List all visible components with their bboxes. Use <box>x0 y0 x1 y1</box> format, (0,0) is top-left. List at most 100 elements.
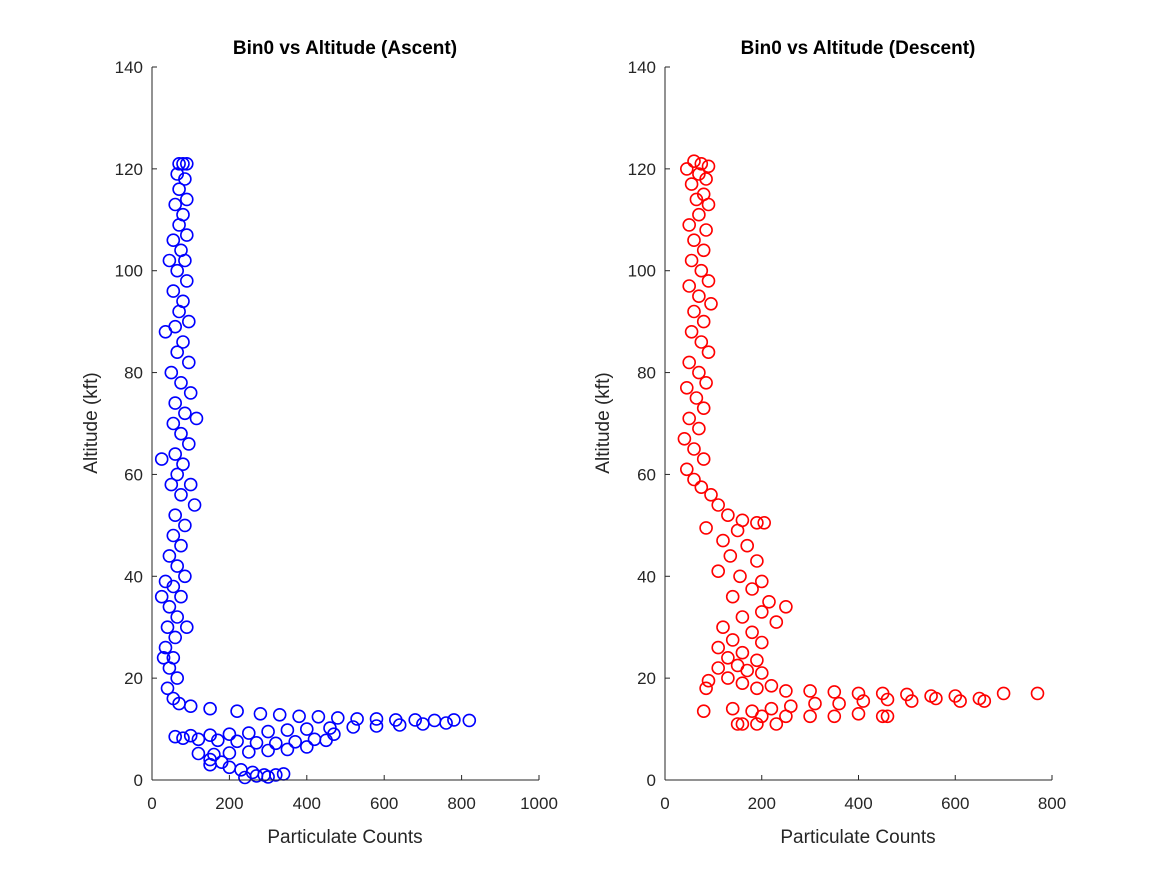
descent-data-point <box>701 274 716 288</box>
ascent-data-markers <box>154 157 477 785</box>
ascent-y-tick-label: 100 <box>115 262 143 281</box>
ascent-data-point <box>180 274 194 288</box>
descent-y-tick-label: 40 <box>637 567 656 586</box>
ascent-data-point <box>158 324 173 339</box>
ascent-y-tick-label: 20 <box>124 669 143 688</box>
ascent-data-point <box>261 724 275 739</box>
ascent-data-point <box>230 734 244 749</box>
ascent-tick-labels: 0 200 400 600 800 1000 0 20 40 60 80 100 120 140 <box>115 58 558 813</box>
ascent-data-point <box>170 610 184 624</box>
ascent-y-tick-label: 80 <box>124 364 143 383</box>
descent-data-point <box>750 515 764 530</box>
ascent-data-point <box>162 549 177 563</box>
descent-data-point <box>721 671 735 685</box>
ascent-data-point <box>462 713 477 728</box>
descent-data-point <box>689 192 704 207</box>
descent-data-point <box>721 508 735 523</box>
descent-data-point <box>694 157 709 171</box>
ascent-data-point <box>268 736 283 751</box>
descent-data-point <box>696 314 711 329</box>
ascent-chart-title: Bin0 vs Altitude (Ascent) <box>233 38 457 59</box>
descent-data-point <box>996 686 1011 701</box>
ascent-data-point <box>203 757 217 772</box>
descent-data-point <box>745 582 759 596</box>
ascent-data-point <box>222 746 237 760</box>
ascent-data-point <box>249 735 264 750</box>
descent-data-point <box>701 159 716 174</box>
ascent-data-point <box>170 559 184 573</box>
descent-data-point <box>769 615 784 629</box>
ascent-data-point <box>408 713 423 727</box>
ascent-data-point <box>447 713 461 727</box>
descent-data-point <box>701 345 716 360</box>
descent-data-point <box>684 324 699 339</box>
ascent-data-point <box>180 228 194 242</box>
ascent-data-point <box>162 253 177 268</box>
descent-data-point <box>764 701 779 716</box>
descent-x-tick-label: 400 <box>844 794 872 813</box>
descent-data-point <box>740 663 755 678</box>
descent-data-point <box>764 678 779 693</box>
ascent-data-point <box>242 745 256 759</box>
ascent-data-point <box>330 711 345 725</box>
ascent-data-point <box>189 411 204 426</box>
ascent-data-point <box>164 477 179 492</box>
ascent-data-point <box>180 620 194 635</box>
descent-data-point <box>696 452 711 466</box>
ascent-data-point <box>292 709 306 724</box>
descent-data-point <box>1030 686 1045 701</box>
descent-data-point <box>803 709 817 724</box>
descent-data-point <box>687 442 701 456</box>
descent-data-point <box>904 694 919 708</box>
descent-data-point <box>716 533 730 548</box>
descent-data-point <box>733 569 747 584</box>
ascent-data-point <box>427 713 442 728</box>
ascent-data-point <box>176 731 190 746</box>
ascent-data-point <box>261 743 275 758</box>
ascent-plot: 0 200 400 600 800 1000 0 20 40 60 80 100 120 140 Bin0… <box>81 38 558 848</box>
descent-data-point <box>977 694 992 708</box>
ascent-y-tick-label: 120 <box>115 160 143 179</box>
ascent-data-point <box>166 416 181 431</box>
descent-data-point <box>875 709 890 724</box>
ascent-data-point <box>172 304 186 319</box>
descent-data-point <box>711 564 726 579</box>
ascent-data-point <box>261 770 275 784</box>
ascent-data-point <box>172 218 186 232</box>
descent-data-point <box>704 296 718 311</box>
ascent-data-point <box>222 727 237 742</box>
descent-data-point <box>851 706 866 721</box>
ascent-data-point <box>392 718 407 732</box>
ascent-data-point <box>369 719 384 733</box>
descent-data-point <box>701 197 716 212</box>
descent-y-tick-label: 120 <box>628 160 656 179</box>
ascent-data-point <box>168 396 182 410</box>
descent-data-point <box>779 709 793 724</box>
descent-tick-labels: 0 200 400 600 800 0 20 40 60 80 100 120 140 <box>628 58 1067 813</box>
ascent-data-point <box>178 253 192 268</box>
descent-data-point <box>692 421 706 436</box>
descent-data-point <box>757 515 772 530</box>
descent-data-point <box>725 633 740 647</box>
descent-data-point <box>723 549 738 563</box>
ascent-y-tick-label: 60 <box>124 465 143 484</box>
descent-data-point <box>721 650 735 665</box>
ascent-data-point <box>268 768 283 782</box>
ascent-data-point <box>182 355 196 370</box>
ascent-data-point <box>166 528 181 543</box>
descent-data-point <box>687 154 701 168</box>
ascent-data-point <box>176 457 190 472</box>
descent-data-point <box>762 594 776 609</box>
descent-plot: 0 200 400 600 800 0 20 40 60 80 100 120 140 Bin0 vs … <box>593 38 1066 848</box>
ascent-data-point <box>319 733 333 748</box>
descent-data-point <box>750 681 764 696</box>
ascent-data-point <box>276 767 291 781</box>
ascent-x-tick-label: 1000 <box>520 794 558 813</box>
descent-data-point <box>735 610 750 624</box>
ascent-data-point <box>182 314 196 329</box>
descent-data-point <box>679 380 694 395</box>
descent-axes <box>664 66 1053 781</box>
descent-data-point <box>779 599 793 614</box>
ascent-data-point <box>174 538 188 553</box>
descent-data-point <box>730 523 745 538</box>
